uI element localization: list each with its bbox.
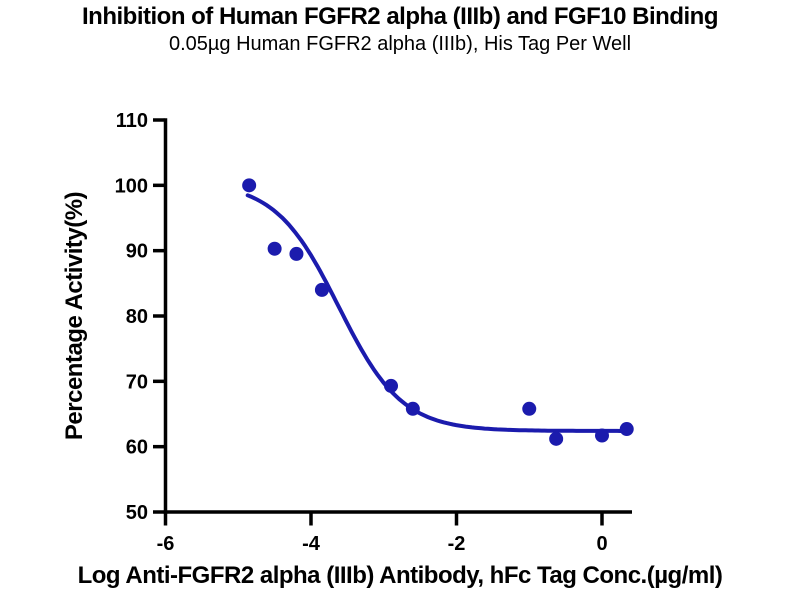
x-axis-label: Log Anti-FGFR2 alpha (IIIb) Antibody, hF…: [77, 562, 723, 589]
data-point: [595, 428, 609, 443]
chart-title: Inhibition of Human FGFR2 alpha (IIIb) a…: [82, 3, 718, 30]
y-tick-label: 60: [126, 437, 148, 459]
data-point: [314, 282, 329, 297]
fit-curve: [245, 193, 629, 433]
y-tick-label: 100: [115, 175, 148, 197]
x-tick-label: -2: [448, 533, 466, 555]
y-tick-label: 70: [126, 371, 148, 393]
data-point: [549, 431, 564, 446]
chart-subtitle: 0.05µg Human FGFR2 alpha (IIIb), His Tag…: [168, 33, 632, 55]
x-tick-label: -4: [302, 533, 321, 555]
data-point: [405, 401, 420, 416]
y-tick-label: 90: [126, 241, 148, 263]
data-point: [242, 178, 257, 193]
data-point: [522, 401, 537, 416]
data-point: [289, 246, 304, 261]
data-point: [384, 378, 399, 393]
y-tick-label: 80: [126, 306, 148, 328]
x-tick-label: -6: [157, 533, 175, 555]
y-axis-label: Percentage Activity(%): [61, 191, 88, 441]
y-tick-label: 110: [116, 110, 148, 132]
y-tick-label: 50: [126, 502, 148, 524]
data-point: [267, 241, 282, 256]
data-point: [619, 422, 634, 437]
x-tick-label: 0: [596, 533, 607, 555]
